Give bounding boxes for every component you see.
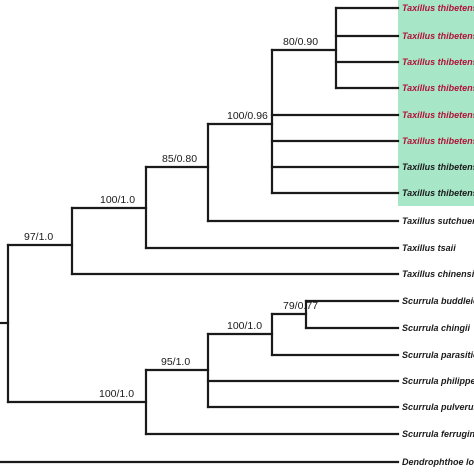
support-label-buddleioides-chingii: 79/0.77 <box>283 300 318 312</box>
taxon-label: Taxillus thibetensis <box>402 162 474 172</box>
support-label-scurrula-all: 100/1.0 <box>99 388 134 400</box>
taxon-label: Taxillus tsaii <box>402 243 456 253</box>
taxon-label: Taxillus thibetensis <box>402 83 474 93</box>
taxon-label: Dendrophthoe longifolia <box>402 457 474 467</box>
support-label-taxillus-plus-sutchuenensis: 85/0.80 <box>162 153 197 165</box>
taxon-label: Taxillus thibetensis <box>402 136 474 146</box>
taxon-label: Scurrula buddleioides <box>402 296 474 306</box>
taxon-labels: Taxillus thibetensis Taxillus thibetensi… <box>402 3 474 467</box>
thibetensis-highlight-box <box>398 0 474 206</box>
taxon-label: Scurrula chingii <box>402 323 471 333</box>
taxon-label: Scurrula parasitica <box>402 350 474 360</box>
taxon-label: Taxillus thibetensis <box>402 110 474 120</box>
taxon-label: Taxillus thibetensis <box>402 188 474 198</box>
support-label-thibetensis-subclade: 80/0.90 <box>283 36 318 48</box>
support-label-scurrula-inner: 95/1.0 <box>161 356 190 368</box>
support-label-taxillus-plus-tsaii: 100/1.0 <box>100 194 135 206</box>
taxon-label: Taxillus chinensis <box>402 269 474 279</box>
taxon-label: Scurrula philippensis <box>402 376 474 386</box>
support-label-taxillus-all: 97/1.0 <box>24 231 53 243</box>
support-label-thibetensis-clade: 100/0.96 <box>227 110 268 122</box>
taxon-label: Scurrula pulverulenta <box>402 402 474 412</box>
taxon-label: Taxillus sutchuenensis <box>402 216 474 226</box>
support-values: 97/1.0 100/1.0 85/0.80 100/0.96 80/0.90 … <box>24 36 318 400</box>
taxon-label: Taxillus thibetensis <box>402 31 474 41</box>
support-label-scurrula-plus-parasitica: 100/1.0 <box>227 320 262 332</box>
taxon-label: Scurrula ferruginea <box>402 429 474 439</box>
tree-branches <box>0 6 400 464</box>
taxon-label: Taxillus thibetensis <box>402 57 474 67</box>
taxon-label: Taxillus thibetensis <box>402 3 474 13</box>
